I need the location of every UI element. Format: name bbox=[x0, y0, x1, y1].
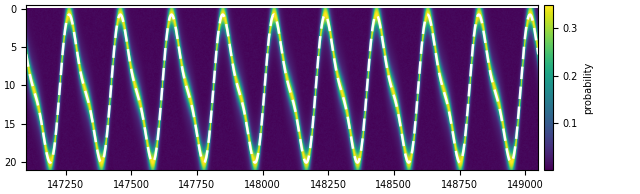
Y-axis label: probability: probability bbox=[583, 61, 593, 113]
